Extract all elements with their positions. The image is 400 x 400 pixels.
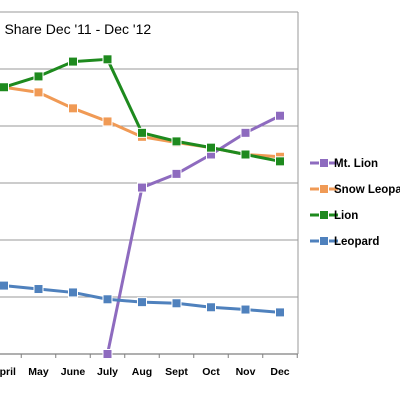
legend: Mt. Lion Snow Leopard Lion Leopard	[310, 158, 400, 248]
data-point	[137, 297, 147, 308]
data-point	[275, 307, 285, 318]
data-point	[68, 287, 78, 298]
x-tick-label: Sept	[165, 366, 188, 378]
legend-label: Snow Leopard	[334, 184, 400, 196]
data-point	[240, 149, 251, 160]
data-point	[137, 182, 147, 193]
chart-title: Mac OS Share Dec '11 - Dec '12	[0, 21, 151, 37]
x-axis-tick-labels: April May June July Aug Sept Oct Nov Dec	[0, 366, 290, 378]
x-tick-label: Nov	[236, 366, 256, 378]
data-point	[171, 136, 182, 147]
x-tick-label: June	[61, 366, 86, 378]
data-point	[102, 54, 113, 65]
data-point	[68, 56, 78, 67]
data-point	[171, 168, 182, 179]
x-tick-label: May	[28, 366, 49, 378]
legend-item-snow-leopard: Snow Leopard	[310, 184, 400, 196]
series-line-mt-lion	[106, 114, 281, 355]
series-lines	[0, 54, 285, 359]
x-tick-label: April	[0, 366, 16, 378]
x-tick-label: Dec	[270, 366, 289, 378]
legend-label: Lion	[334, 210, 358, 222]
legend-label: Leopard	[334, 236, 379, 248]
data-point	[171, 298, 182, 309]
legend-item-lion: Lion	[310, 210, 358, 222]
legend-swatch-marker	[319, 158, 329, 168]
data-point	[33, 87, 44, 98]
legend-swatch-marker	[319, 236, 329, 246]
series-leopard	[0, 280, 285, 318]
legend-item-mt-lion: Mt. Lion	[310, 158, 378, 170]
series-lion	[0, 54, 285, 167]
data-point	[102, 294, 113, 305]
data-point	[275, 156, 285, 167]
data-point	[102, 116, 113, 127]
data-point	[102, 349, 113, 359]
legend-swatch-marker	[319, 210, 329, 220]
legend-swatch-marker	[319, 184, 329, 194]
x-tick-label: Aug	[132, 366, 152, 378]
legend-item-leopard: Leopard	[310, 236, 379, 248]
data-point	[0, 280, 9, 291]
legend-label: Mt. Lion	[334, 158, 378, 170]
data-point	[240, 304, 251, 315]
data-point	[240, 127, 251, 138]
data-point	[137, 127, 147, 138]
x-tick-label: July	[97, 366, 118, 378]
data-point	[33, 284, 44, 295]
data-point	[33, 71, 44, 82]
data-point	[206, 302, 216, 313]
series-mt-lion	[102, 110, 285, 359]
data-point	[275, 110, 285, 121]
data-point	[0, 82, 9, 93]
gridlines	[0, 11, 299, 358]
x-tick-label: Oct	[202, 366, 220, 378]
data-point	[206, 142, 216, 153]
data-point	[68, 103, 78, 114]
